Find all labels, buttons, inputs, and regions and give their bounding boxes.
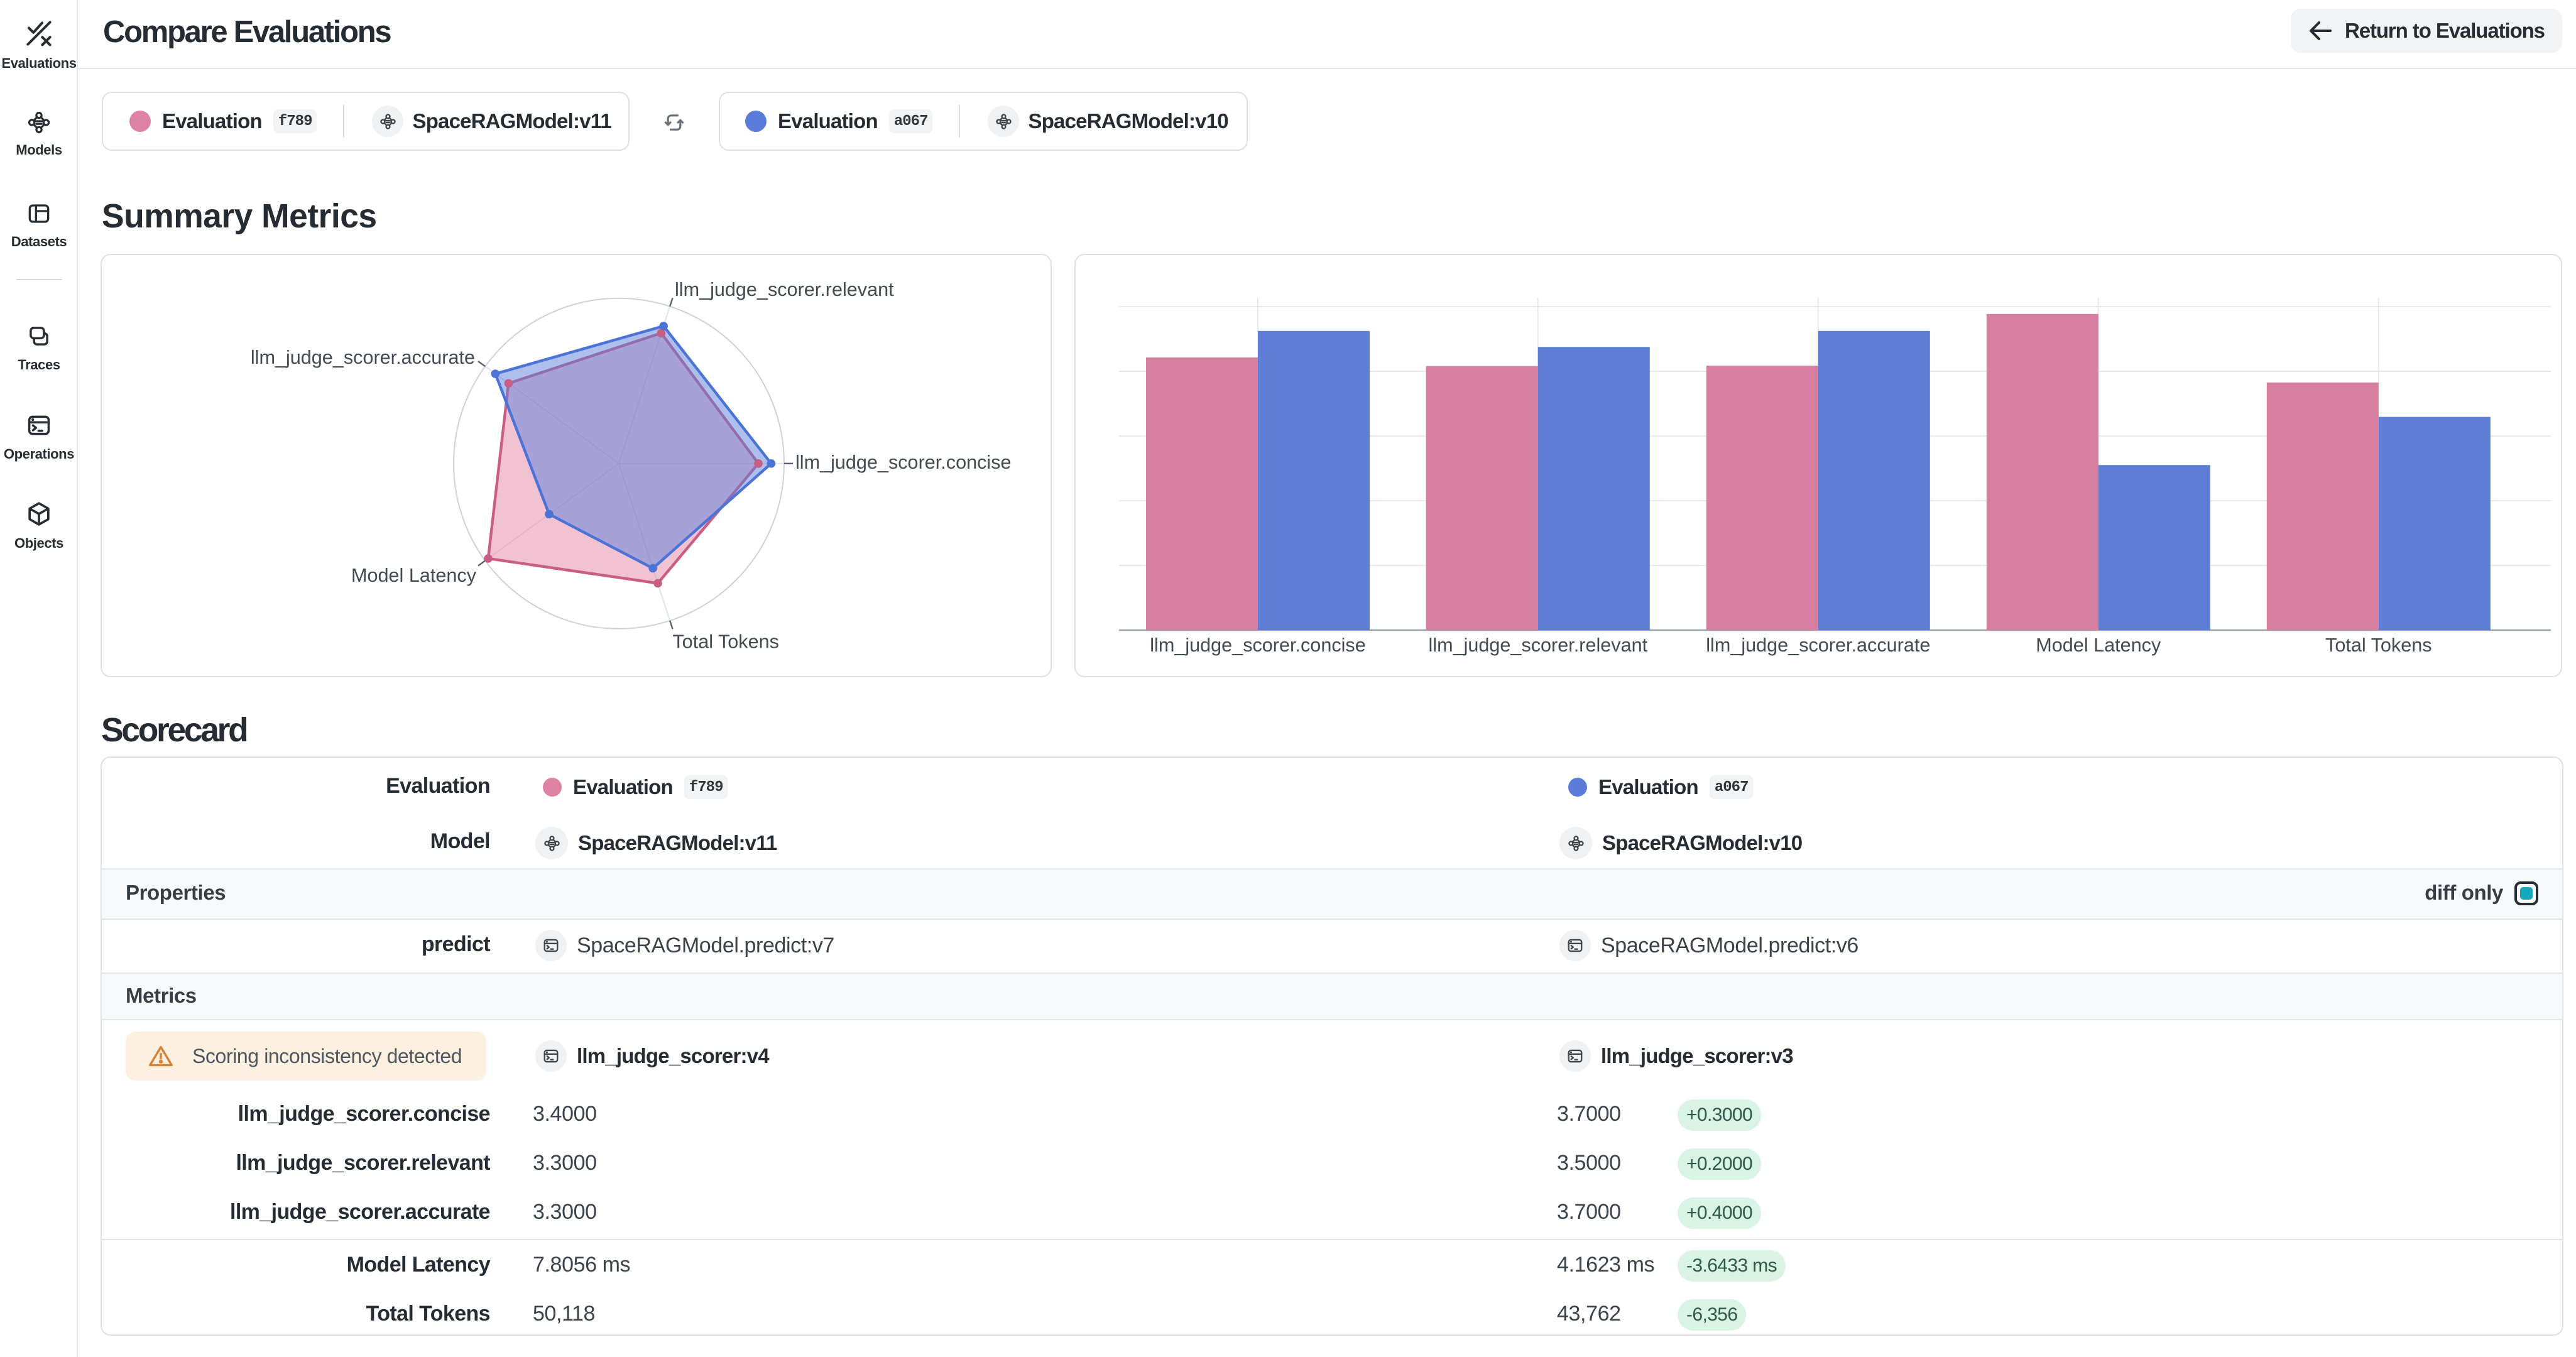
svg-text:llm_judge_scorer.relevant: llm_judge_scorer.relevant xyxy=(1428,635,1647,656)
svg-text:Model Latency: Model Latency xyxy=(351,565,477,586)
svg-text:Model Latency: Model Latency xyxy=(2036,635,2161,656)
svg-text:llm_judge_scorer.accurate: llm_judge_scorer.accurate xyxy=(1706,635,1930,656)
svg-text:llm_judge_scorer.relevant: llm_judge_scorer.relevant xyxy=(675,279,894,300)
svg-text:llm_judge_scorer.accurate: llm_judge_scorer.accurate xyxy=(251,347,475,368)
svg-text:llm_judge_scorer.concise: llm_judge_scorer.concise xyxy=(795,452,1012,473)
svg-text:Total Tokens: Total Tokens xyxy=(2325,635,2432,656)
svg-text:llm_judge_scorer.concise: llm_judge_scorer.concise xyxy=(1150,635,1366,656)
svg-text:Total Tokens: Total Tokens xyxy=(672,631,779,653)
